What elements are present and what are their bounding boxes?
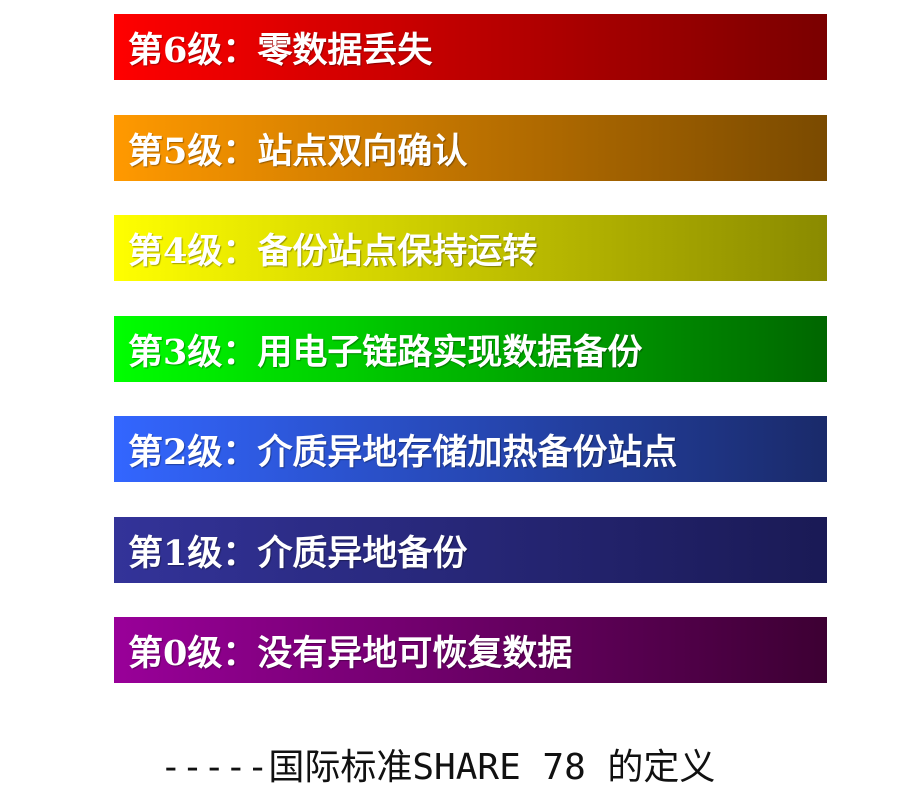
level-6-label: 第6级：零数据丢失: [128, 29, 433, 71]
level-2-label: 第2级：介质异地存储加热备份站点: [128, 431, 678, 473]
source-caption: -----国际标准SHARE 78 的定义: [160, 747, 716, 788]
level-0-bar: 第0级：没有异地可恢复数据: [114, 617, 827, 683]
level-2-bar: 第2级：介质异地存储加热备份站点: [114, 416, 827, 482]
level-4-label: 第4级：备份站点保持运转: [128, 230, 538, 272]
level-6-bar: 第6级：零数据丢失: [114, 14, 827, 80]
level-3-bar: 第3级：用电子链路实现数据备份: [114, 316, 827, 382]
level-0-label: 第0级：没有异地可恢复数据: [128, 632, 573, 674]
level-1-bar: 第1级：介质异地备份: [114, 517, 827, 583]
level-5-bar: 第5级：站点双向确认: [114, 115, 827, 181]
level-5-label: 第5级：站点双向确认: [128, 130, 468, 172]
level-4-bar: 第4级：备份站点保持运转: [114, 215, 827, 281]
level-3-label: 第3级：用电子链路实现数据备份: [128, 331, 643, 373]
level-1-label: 第1级：介质异地备份: [128, 532, 468, 574]
